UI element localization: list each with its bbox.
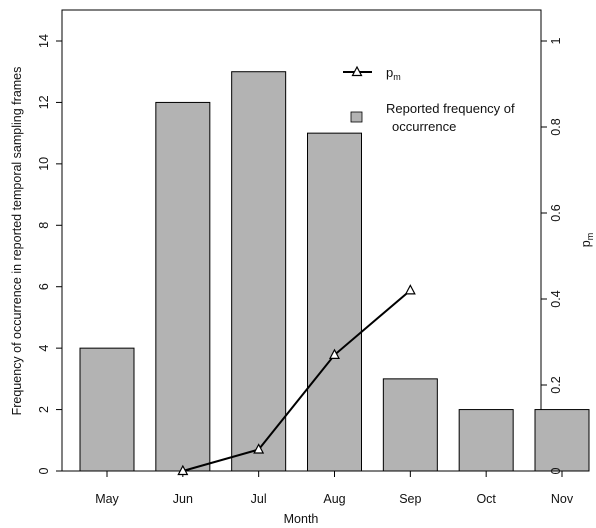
legend-triangle-marker xyxy=(351,65,363,77)
pm-line-series xyxy=(177,284,416,476)
left-tick-label: 4 xyxy=(37,345,51,352)
left-tick-label: 12 xyxy=(37,95,51,109)
pm-line xyxy=(182,289,411,472)
bar-jul xyxy=(231,71,287,472)
right-tick-label: 0.4 xyxy=(549,290,563,307)
x-tick-label-aug: Aug xyxy=(323,492,345,506)
left-tick-label: 6 xyxy=(37,283,51,290)
pm-marker-sep xyxy=(404,284,416,295)
x-tick-label-jun: Jun xyxy=(173,492,193,506)
bars-layer xyxy=(79,71,590,472)
legend: pm Reported frequency of occurrence xyxy=(343,65,515,134)
right-tick-label: 1 xyxy=(549,37,563,44)
right-axis-title-main: p xyxy=(579,240,593,247)
x-tick-label-nov: Nov xyxy=(551,492,574,506)
left-tick-label: 8 xyxy=(37,222,51,229)
bar-jun xyxy=(155,101,211,472)
legend-line-label-sub: m xyxy=(393,72,401,82)
left-tick-label: 10 xyxy=(37,157,51,171)
x-axis: May Jun Jul Aug Sep Oct Nov xyxy=(95,471,574,506)
bar-oct xyxy=(458,409,514,472)
right-axis-title: pm xyxy=(579,233,595,247)
y-axis-title: Frequency of occurrence in reported temp… xyxy=(10,67,24,416)
legend-bar-label-2: occurrence xyxy=(392,119,456,134)
right-axis-title-sub: m xyxy=(585,233,595,241)
bar-nov xyxy=(534,409,590,472)
plot-frame xyxy=(61,9,542,472)
right-tick-label: 0.2 xyxy=(549,376,563,393)
right-tick-label: 0.8 xyxy=(549,118,563,135)
x-tick-label-may: May xyxy=(95,492,119,506)
legend-bar-label-1: Reported frequency of xyxy=(386,101,515,116)
x-axis-title: Month xyxy=(284,512,319,526)
x-tick-label-oct: Oct xyxy=(476,492,496,506)
legend-line-label-main: p xyxy=(386,65,393,80)
legend-bar-swatch xyxy=(350,111,363,123)
right-tick-label: 0 xyxy=(549,467,563,474)
left-tick-label: 0 xyxy=(37,467,51,474)
right-tick-label: 0.6 xyxy=(549,204,563,221)
left-y-axis: 0 2 4 6 8 10 12 14 xyxy=(37,34,62,474)
pm-marker-jun xyxy=(177,464,189,476)
x-tick-label-sep: Sep xyxy=(399,492,421,506)
bar-may xyxy=(79,347,135,472)
pm-marker-aug xyxy=(329,348,340,359)
bar-aug xyxy=(307,132,362,472)
left-tick-label: 14 xyxy=(37,34,51,48)
left-tick-label: 2 xyxy=(37,406,51,413)
pm-marker-jul xyxy=(253,443,265,454)
right-y-axis: 0 0.2 0.4 0.6 0.8 1 xyxy=(541,37,563,474)
bar-sep xyxy=(382,378,438,472)
svg-text:pm: pm xyxy=(386,65,401,82)
svg-text:pm: pm xyxy=(579,233,595,247)
x-tick-label-jul: Jul xyxy=(251,492,267,506)
